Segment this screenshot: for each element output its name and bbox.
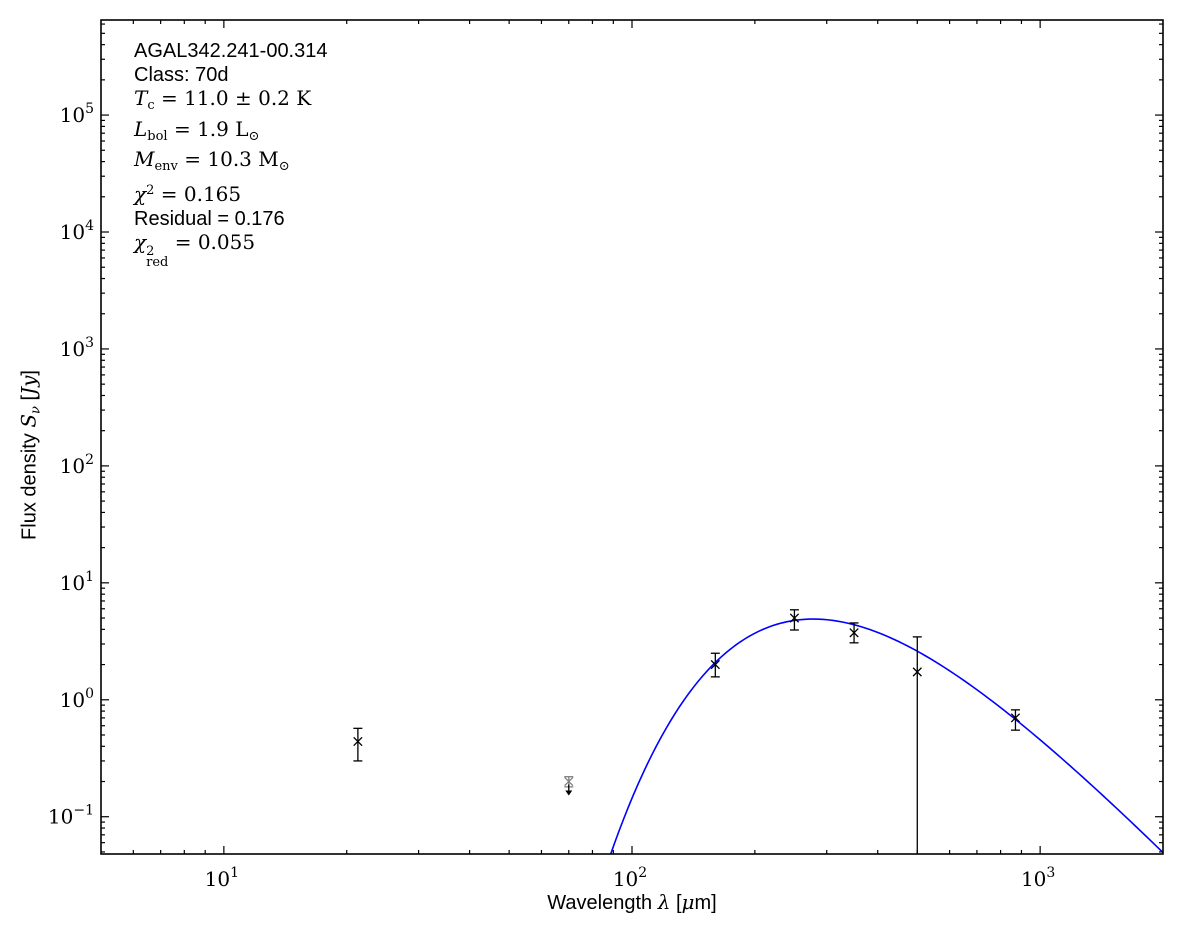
text-segment: Jy (16, 375, 41, 395)
text-segment: 2 (146, 182, 155, 198)
annotation-residual: Residual = 0.176 (134, 208, 328, 232)
text-segment: L (134, 116, 148, 141)
text-segment: T (134, 86, 148, 111)
x-tick-label: 101 (205, 865, 239, 891)
annotation-chi2-reduced: χ 2 red = 0.055 (134, 230, 328, 271)
model-greybody-curve (609, 618, 1163, 854)
annotation-object-name: AGAL342.241-00.314 (134, 40, 328, 64)
text-segment: = 0.055 (168, 230, 256, 255)
data-point (849, 622, 859, 644)
text-segment: = 11.0 ± 0.2 K (154, 86, 312, 111)
y-tick-label: 100 (60, 686, 94, 712)
x-marker (1010, 713, 1021, 723)
x-marker (849, 628, 859, 638)
text-segment: env (154, 159, 178, 175)
y-tick-label: 105 (60, 101, 94, 127)
text-segment: ⊙ (248, 128, 260, 144)
text-segment: λ (657, 890, 671, 914)
text-segment: [ (670, 892, 682, 914)
annotation-temperature: Tc = 11.0 ± 0.2 K (134, 86, 328, 118)
text-segment: = 0.165 (154, 181, 242, 206)
upper-limit-arrow-head (565, 790, 573, 796)
text-segment: c (147, 98, 155, 114)
y-tick-label: 10−1 (48, 803, 94, 829)
text-segment: = 10.3 M (177, 147, 279, 172)
annotation-block: AGAL342.241-00.314 Class: 70d Tc = 11.0 … (134, 40, 328, 271)
text-segment: M (134, 147, 155, 172)
x-marker (564, 776, 574, 787)
x-tick-label: 102 (613, 865, 647, 891)
text-segment: χ (134, 181, 147, 206)
text-segment: ] (18, 370, 41, 376)
y-axis-label: Flux density Sν [Jy] (17, 370, 44, 540)
data-point (789, 609, 800, 631)
text-segment: Flux density (18, 427, 41, 540)
text-segment: Residual = 0.176 (134, 207, 285, 230)
text-segment: Class: 70d (134, 63, 229, 86)
x-marker (710, 659, 720, 670)
data-point (564, 776, 574, 796)
data-point (1010, 709, 1021, 731)
y-tick-label: 101 (60, 569, 94, 595)
text-segment: AGAL342.241-00.314 (134, 40, 328, 62)
x-axis-label: Wavelength λ [μm] (101, 890, 1163, 915)
text-segment: ν (28, 406, 44, 414)
text-segment: = 1.9 L (167, 116, 249, 141)
text-segment: Wavelength (547, 892, 658, 914)
text-segment: m] (694, 892, 717, 914)
text-segment: bol (147, 128, 168, 144)
text-segment: ⊙ (278, 159, 290, 175)
text-segment: μ (681, 890, 695, 914)
y-tick-label: 104 (60, 218, 94, 244)
annotation-luminosity: Lbol = 1.9 L⊙ (134, 116, 328, 149)
text-segment: S (16, 413, 41, 428)
data-point (912, 636, 922, 854)
sub-sup-stack: 2 red (146, 244, 169, 271)
y-tick-label: 102 (60, 452, 94, 478)
x-marker (353, 736, 363, 747)
x-marker (789, 613, 800, 623)
annotation-chi2: χ2 = 0.165 (134, 179, 328, 208)
annotation-class: Class: 70d (134, 64, 328, 88)
data-point (353, 727, 363, 762)
x-tick-label: 103 (1021, 865, 1055, 891)
y-tick-label: 103 (60, 335, 94, 361)
text-segment: χ (134, 230, 147, 255)
data-point (710, 652, 720, 678)
annotation-envelope-mass: Menv = 10.3 M⊙ (134, 148, 328, 179)
x-marker (912, 667, 922, 677)
text-segment: [ (18, 394, 41, 407)
